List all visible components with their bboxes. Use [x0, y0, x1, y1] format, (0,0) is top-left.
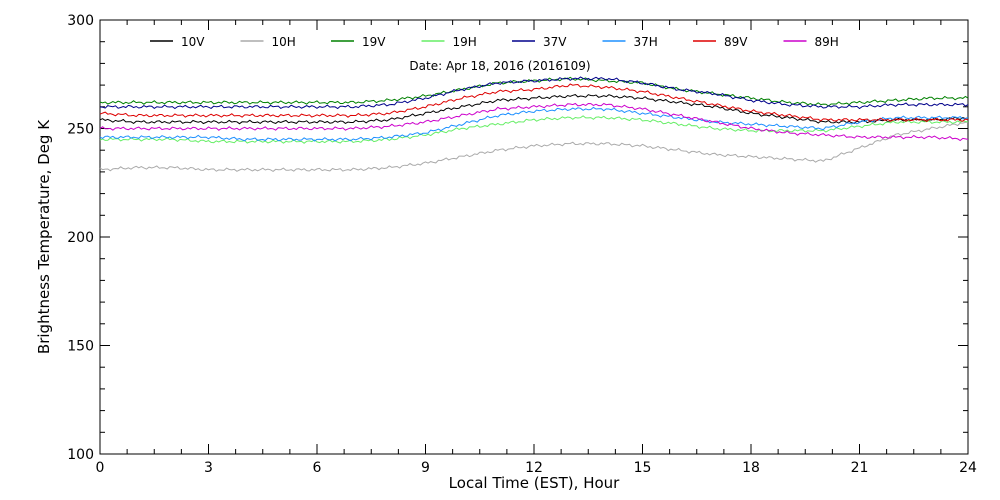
legend-label-19v: 19V [362, 35, 386, 49]
y-tick-label: 150 [67, 339, 94, 355]
y-tick-label: 100 [67, 447, 94, 463]
x-tick-label: 24 [959, 460, 977, 476]
series-line-10v [99, 94, 969, 125]
x-tick-label: 9 [421, 460, 430, 476]
y-tick-label: 200 [67, 230, 94, 246]
x-tick-label: 3 [204, 460, 213, 476]
axis-ticks: 0 3 6 9 12 15 18 21 24 100 150 200 250 300 [67, 13, 977, 476]
legend-label-37h: 37H [634, 35, 658, 49]
legend-label-10h: 10H [272, 35, 296, 49]
x-tick-label: 0 [96, 460, 105, 476]
x-tick-label: 21 [851, 460, 869, 476]
series-line-10h [99, 121, 969, 173]
series-line-89v [99, 83, 969, 123]
x-axis-title: Local Time (EST), Hour [449, 474, 620, 492]
x-tick-label: 6 [313, 460, 322, 476]
legend: 10V 10H 19V 19H 37V 37H 89V 89H [150, 35, 839, 49]
date-annotation: Date: Apr 18, 2016 (2016109) [409, 59, 590, 73]
series-line-89h [99, 102, 969, 142]
legend-label-10v: 10V [181, 35, 205, 49]
x-tick-label: 15 [634, 460, 652, 476]
legend-label-19h: 19H [453, 35, 477, 49]
series-line-37h [99, 106, 969, 142]
x-tick-label: 18 [742, 460, 760, 476]
plot-frame [99, 19, 969, 455]
x-tick-label: 12 [525, 460, 543, 476]
series-line-37v [99, 76, 969, 110]
legend-label-89h: 89H [815, 35, 839, 49]
legend-label-89v: 89V [724, 35, 748, 49]
y-tick-label: 250 [67, 122, 94, 138]
y-axis-title: Brightness Temperature, Deg K [35, 119, 53, 354]
y-tick-label: 300 [67, 13, 94, 29]
legend-label-37v: 37V [543, 35, 567, 49]
series-line-19v [99, 76, 969, 107]
series-lines [99, 76, 969, 173]
